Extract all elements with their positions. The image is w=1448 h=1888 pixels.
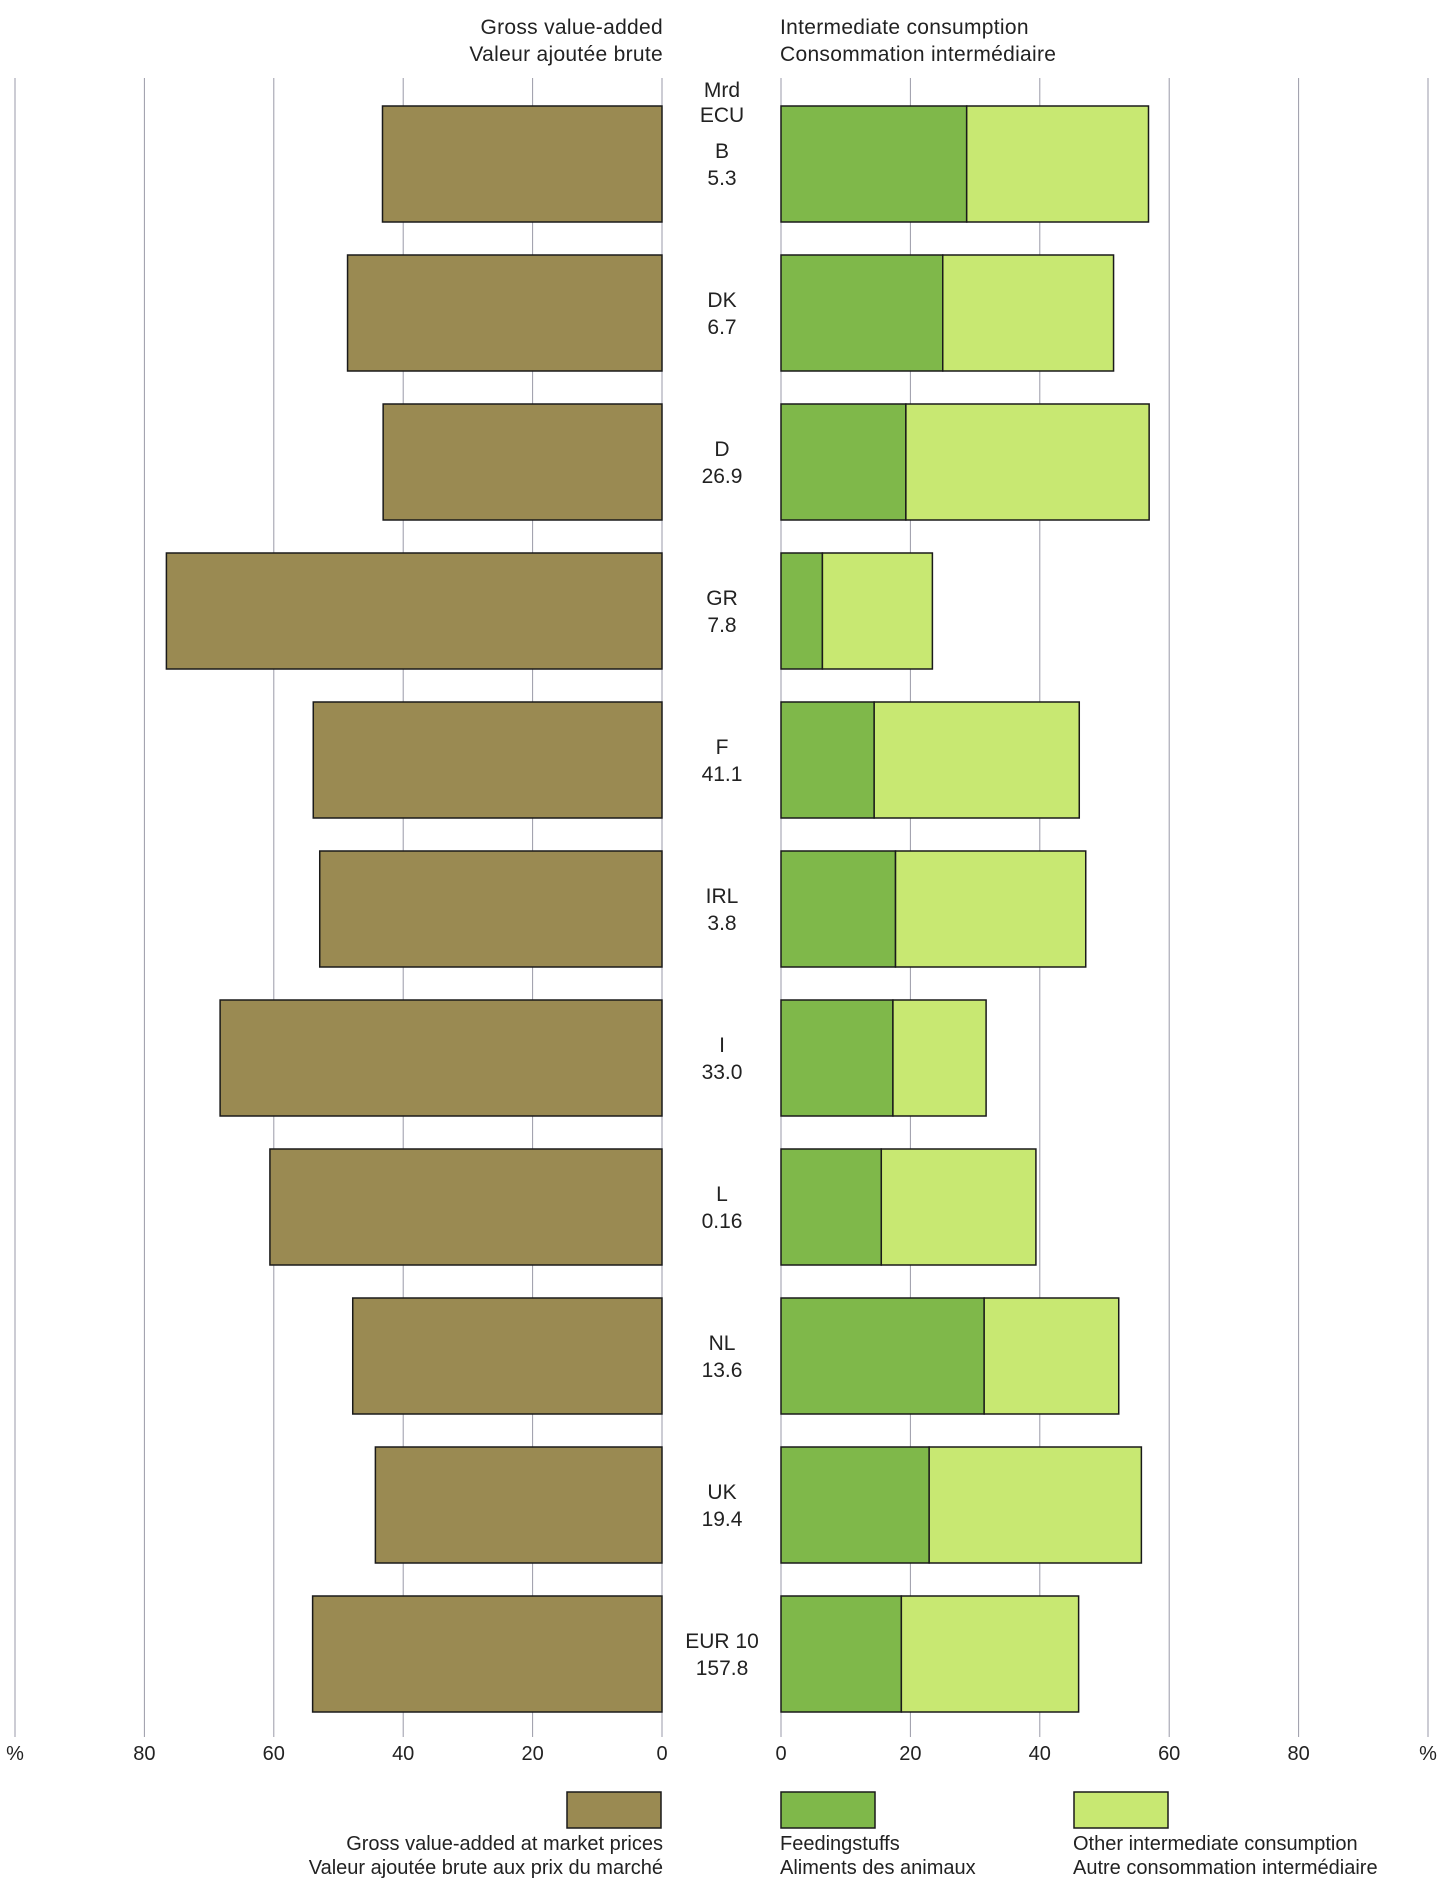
- right-title-fr: Consommation intermédiaire: [780, 43, 1057, 66]
- left-axis-tick-label: 0: [656, 1743, 667, 1765]
- country-value-label: 41.1: [702, 763, 743, 786]
- country-value-label: 3.8: [707, 912, 736, 935]
- right-title-en: Intermediate consumption: [780, 16, 1029, 39]
- gva-bar: [165, 552, 663, 670]
- legend-gva-fr: Valeur ajoutée brute aux prix du marché: [308, 1857, 663, 1879]
- unit-label-ecu: ECU: [700, 104, 744, 127]
- left-axis-tick-label: 40: [392, 1743, 414, 1765]
- left-axis-tick-label: 20: [521, 1743, 543, 1765]
- feedingstuffs-bar: [780, 105, 968, 223]
- country-value-label: 26.9: [702, 465, 743, 488]
- country-value-label: 7.8: [707, 614, 736, 637]
- feedingstuffs-bar: [780, 1148, 883, 1266]
- country-value-label: 33.0: [702, 1061, 743, 1084]
- feedingstuffs-bar: [780, 403, 907, 521]
- country-value-label: 0.16: [702, 1210, 743, 1233]
- other-consumption-bar: [892, 999, 987, 1117]
- gva-bar: [219, 999, 663, 1117]
- left-axis-tick-label: %: [6, 1743, 24, 1765]
- other-consumption-bar: [905, 403, 1150, 521]
- feedingstuffs-bar: [780, 999, 894, 1117]
- right-axis-tick-label: %: [1419, 1743, 1437, 1765]
- gva-bar: [311, 1595, 663, 1713]
- country-label: L: [716, 1183, 728, 1206]
- gva-bar: [351, 1297, 663, 1415]
- other-consumption-bar: [900, 1595, 1080, 1713]
- country-label: DK: [707, 289, 736, 312]
- country-label: UK: [707, 1481, 736, 1504]
- right-axis-tick-label: 0: [775, 1743, 786, 1765]
- legend-feed-en: Feedingstuffs: [780, 1833, 900, 1855]
- legend-swatch-other: [1073, 1791, 1169, 1829]
- gva-bar: [269, 1148, 663, 1266]
- legend-swatch-feed: [780, 1791, 876, 1829]
- right-axis-tick-label: 60: [1158, 1743, 1180, 1765]
- gva-bar: [374, 1446, 663, 1564]
- feedingstuffs-bar: [780, 1446, 930, 1564]
- legend-gva-en: Gross value-added at market prices: [346, 1833, 663, 1855]
- other-consumption-bar: [942, 254, 1115, 372]
- feedingstuffs-bar: [780, 1297, 985, 1415]
- feedingstuffs-bar: [780, 850, 897, 968]
- legend-swatch-gva: [566, 1791, 662, 1829]
- gva-bar: [346, 254, 663, 372]
- country-value-label: 19.4: [702, 1508, 743, 1531]
- feedingstuffs-bar: [780, 701, 875, 819]
- country-label: F: [716, 736, 729, 759]
- other-consumption-bar: [983, 1297, 1120, 1415]
- other-consumption-bar: [894, 850, 1087, 968]
- feedingstuffs-bar: [780, 552, 824, 670]
- right-axis-tick-label: 20: [899, 1743, 921, 1765]
- legend-other-en: Other intermediate consumption: [1073, 1833, 1358, 1855]
- other-consumption-bar: [928, 1446, 1143, 1564]
- country-label: EUR 10: [685, 1630, 759, 1653]
- gva-bar: [312, 701, 663, 819]
- other-consumption-bar: [880, 1148, 1037, 1266]
- country-label: IRL: [706, 885, 739, 908]
- legend-label-gva: Gross value-added at market prices Valeu…: [309, 1832, 663, 1880]
- other-consumption-bar: [821, 552, 934, 670]
- country-value-label: 6.7: [707, 316, 736, 339]
- left-panel-title: Gross value-added Valeur ajoutée brute: [469, 14, 663, 68]
- gva-bar: [382, 403, 663, 521]
- left-axis-tick-label: 80: [133, 1743, 155, 1765]
- other-consumption-bar: [873, 701, 1081, 819]
- gva-bar: [381, 105, 663, 223]
- right-panel-title: Intermediate consumption Consommation in…: [780, 14, 1056, 68]
- country-label: NL: [709, 1332, 736, 1355]
- right-axis-tick-label: 40: [1029, 1743, 1051, 1765]
- left-axis-tick-label: 60: [263, 1743, 285, 1765]
- country-label: B: [715, 140, 729, 163]
- legend-label-feed: Feedingstuffs Aliments des animaux: [780, 1832, 976, 1880]
- country-label: D: [714, 438, 729, 461]
- feedingstuffs-bar: [780, 1595, 903, 1713]
- legend-other-fr: Autre consommation intermédiaire: [1073, 1857, 1378, 1879]
- gva-bar: [318, 850, 663, 968]
- feedingstuffs-bar: [780, 254, 944, 372]
- country-value-label: 5.3: [707, 167, 736, 190]
- left-title-fr: Valeur ajoutée brute: [469, 43, 663, 66]
- country-value-label: 157.8: [696, 1657, 749, 1680]
- legend-feed-fr: Aliments des animaux: [780, 1857, 976, 1879]
- country-value-label: 13.6: [702, 1359, 743, 1382]
- right-axis-tick-label: 80: [1287, 1743, 1309, 1765]
- legend-label-other: Other intermediate consumption Autre con…: [1073, 1832, 1378, 1880]
- other-consumption-bar: [965, 105, 1150, 223]
- country-label: GR: [706, 587, 738, 610]
- country-label: I: [719, 1034, 725, 1057]
- unit-label-mrd: Mrd: [704, 79, 740, 102]
- left-title-en: Gross value-added: [480, 16, 663, 39]
